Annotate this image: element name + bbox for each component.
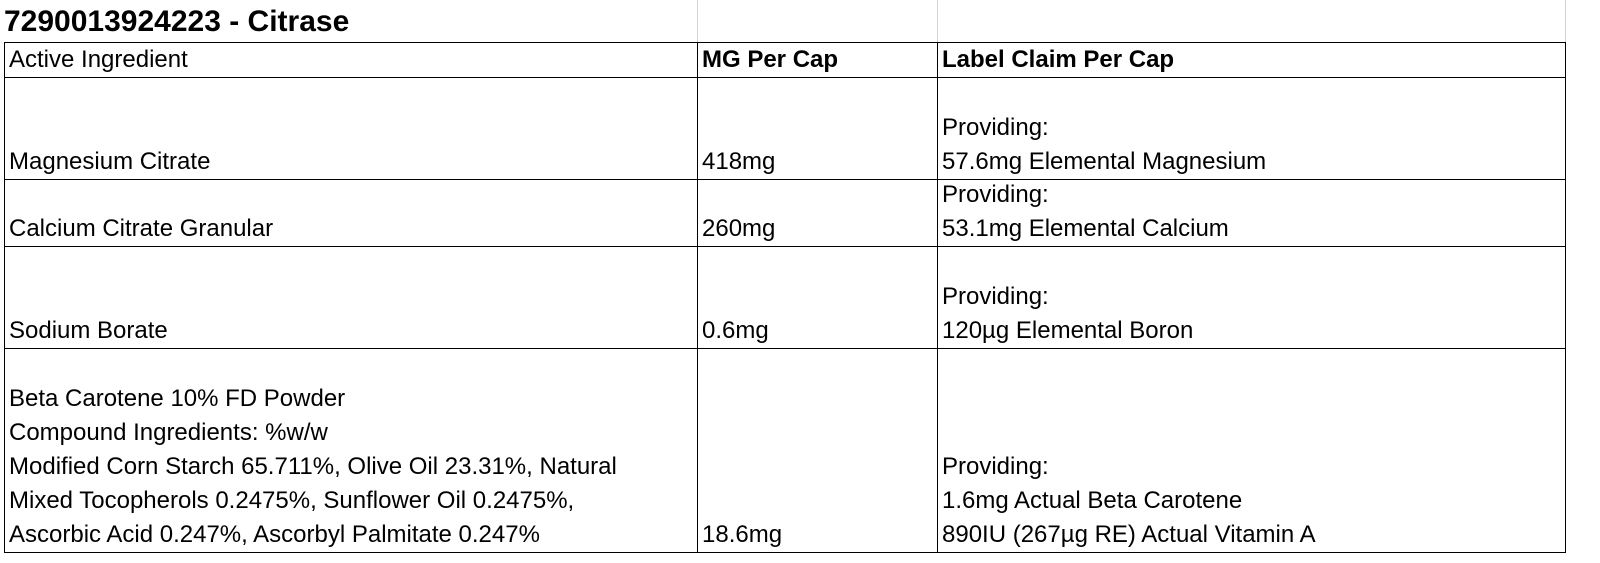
grid-line [937, 0, 938, 42]
grid-line [697, 0, 698, 42]
cell-line: 1.6mg Actual Beta Carotene [942, 487, 1243, 514]
table-cell: Providing: 120µg Elemental Boron [937, 246, 1566, 349]
cell-line: 57.6mg Elemental Magnesium [942, 148, 1267, 175]
header-text: MG Per Cap [702, 46, 839, 73]
cell-line: Modified Corn Starch 65.711%, Olive Oil … [9, 453, 617, 480]
cell-line: 260mg [702, 215, 776, 242]
cell-line: Magnesium Citrate [9, 148, 211, 175]
cell-line: 53.1mg Elemental Calcium [942, 215, 1229, 242]
cell-line: 890IU (267µg RE) Actual Vitamin A [942, 521, 1316, 548]
cell-line: Providing: [942, 453, 1049, 480]
cell-line: Providing: [942, 181, 1049, 208]
cell-line: 418mg [702, 148, 776, 175]
cell-line: Ascorbic Acid 0.247%, Ascorbyl Palmitate… [9, 521, 540, 548]
table-cell: Magnesium Citrate [4, 77, 698, 180]
sheet-title: 7290013924223 - Citrase [4, 5, 350, 38]
table-cell: 0.6mg [697, 246, 938, 349]
grid-line [1565, 0, 1566, 42]
header-cell: Label Claim Per Cap [937, 42, 1566, 78]
cell-line: Calcium Citrate Granular [9, 215, 274, 242]
table-cell: Beta Carotene 10% FD Powder Compound Ingr… [4, 348, 698, 553]
cell-line: Providing: [942, 114, 1049, 141]
table-cell: Calcium Citrate Granular [4, 179, 698, 247]
cell-line: Sodium Borate [9, 317, 168, 344]
cell-line: 18.6mg [702, 521, 783, 548]
cell-line: Compound Ingredients: %w/w [9, 419, 328, 446]
cell-line: Providing: [942, 283, 1049, 310]
table-cell: Providing: 53.1mg Elemental Calcium [937, 179, 1566, 247]
header-cell: MG Per Cap [697, 42, 938, 78]
table-cell: 418mg [697, 77, 938, 180]
table-cell: 18.6mg [697, 348, 938, 553]
header-cell: Active Ingredient [4, 42, 698, 78]
header-text: Label Claim Per Cap [942, 46, 1175, 73]
table-cell: Providing: 1.6mg Actual Beta Carotene 890I… [937, 348, 1566, 553]
table-cell: 260mg [697, 179, 938, 247]
table-cell: Sodium Borate [4, 246, 698, 349]
table-cell: Providing: 57.6mg Elemental Magnesium [937, 77, 1566, 180]
cell-line: 0.6mg [702, 317, 769, 344]
cell-line: Beta Carotene 10% FD Powder [9, 385, 346, 412]
header-text: Active Ingredient [9, 46, 188, 73]
cell-line: Mixed Tocopherols 0.2475%, Sunflower Oil… [9, 487, 575, 514]
cell-line: 120µg Elemental Boron [942, 317, 1194, 344]
